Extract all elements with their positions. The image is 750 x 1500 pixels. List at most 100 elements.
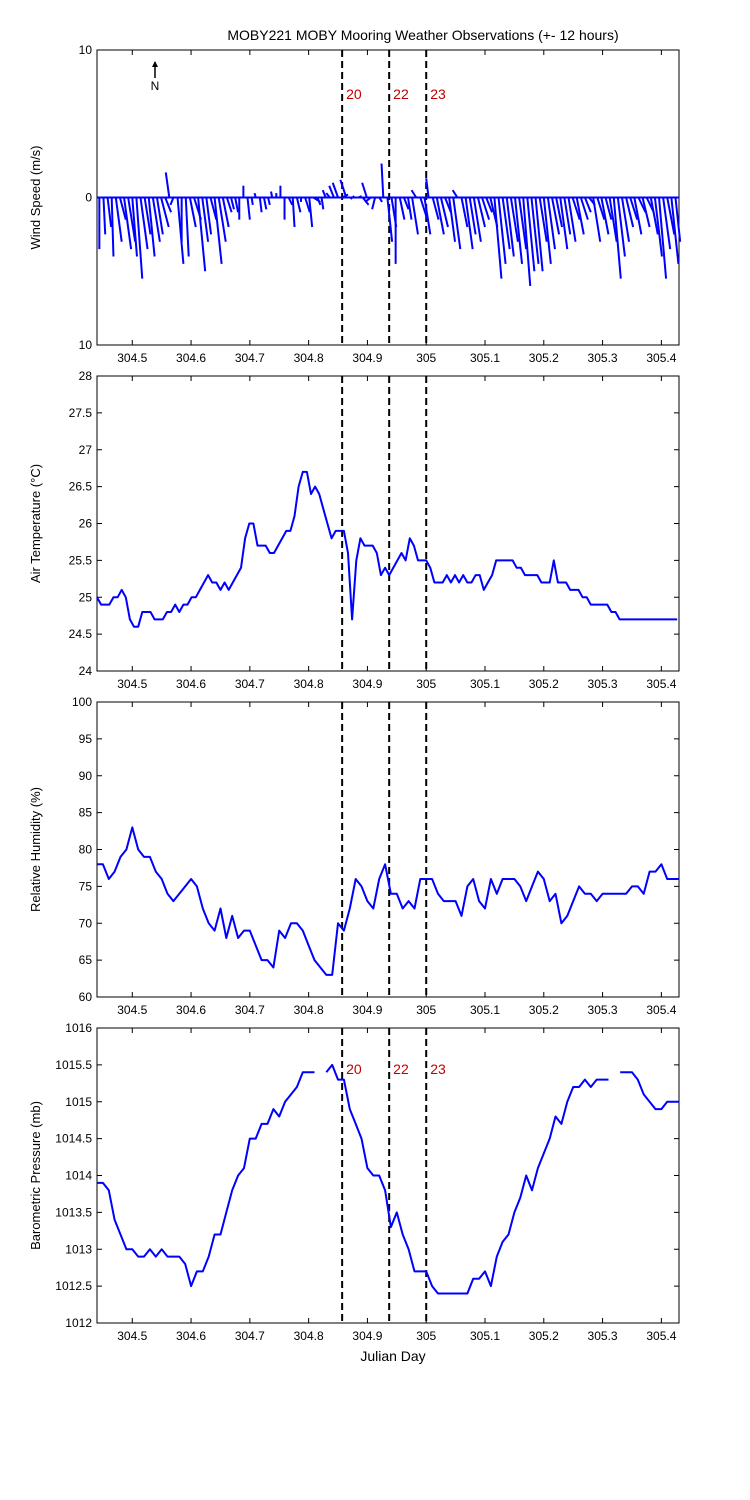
x-tick-label: 304.9 xyxy=(352,1003,382,1017)
wind-stick xyxy=(410,189,418,199)
y-tick-label: 1015.5 xyxy=(55,1058,92,1072)
wind-stick xyxy=(308,197,314,228)
y-axis-label: Barometric Pressure (mb) xyxy=(28,1101,43,1250)
wind-stick xyxy=(143,197,152,235)
y-tick-label: 75 xyxy=(79,879,93,893)
north-label: N xyxy=(151,79,160,93)
wind-stick xyxy=(352,195,356,199)
wind-stick xyxy=(620,197,631,242)
wind-stick xyxy=(423,197,432,235)
panel-4: 1012 1012.5 1013 1013.5 1014 1014.5 1015 1015.5… xyxy=(28,1021,680,1343)
y-tick-label: 10 xyxy=(79,338,93,352)
x-tick-label: 305.3 xyxy=(588,1003,618,1017)
wind-stick xyxy=(114,197,123,242)
wind-stick xyxy=(398,197,406,220)
event-label: 23 xyxy=(430,1061,446,1077)
x-tick-label: 305 xyxy=(416,1003,436,1017)
wind-stick xyxy=(538,197,548,242)
wind-stick xyxy=(505,197,515,257)
wind-stick xyxy=(250,197,254,206)
y-tick-label: 100 xyxy=(72,695,92,709)
event-label: 23 xyxy=(430,86,446,102)
x-tick-label: 304.6 xyxy=(176,351,206,365)
x-tick-label: 304.5 xyxy=(117,1329,147,1343)
x-tick-label: 305.2 xyxy=(529,351,559,365)
wind-stick xyxy=(579,197,589,220)
y-axis-label: Wind Speed (m/s) xyxy=(28,145,43,249)
wind-stick xyxy=(604,197,613,220)
y-tick-label: 27.5 xyxy=(69,406,93,420)
wind-stick xyxy=(526,197,536,272)
wind-stick xyxy=(649,197,659,235)
x-tick-label: 305.3 xyxy=(588,677,618,691)
y-tick-label: 27 xyxy=(79,443,93,457)
x-tick-label: 305.2 xyxy=(529,1329,559,1343)
y-tick-label: 24 xyxy=(79,664,93,678)
y-tick-label: 80 xyxy=(79,843,93,857)
panel-2: 24 24.5 25 25.5 26 26.5 27 27.5 28 304.5 304.6 304.… xyxy=(28,369,680,691)
figure-title: MOBY221 MOBY Mooring Weather Observation… xyxy=(227,27,618,43)
wind-stick xyxy=(584,197,592,213)
wind-stick xyxy=(411,197,419,235)
wind-stick xyxy=(151,197,161,242)
wind-stick xyxy=(563,197,572,235)
wind-stick xyxy=(555,197,563,228)
wind-stick xyxy=(402,197,410,210)
y-tick-label: 1016 xyxy=(65,1021,92,1035)
wind-stick xyxy=(518,197,528,250)
x-tick-label: 304.8 xyxy=(294,1329,324,1343)
x-tick-label: 305.1 xyxy=(470,1003,500,1017)
wind-stick xyxy=(431,197,440,220)
wind-stick xyxy=(253,192,257,198)
wind-stick xyxy=(542,197,552,264)
wind-stick xyxy=(448,197,457,242)
wind-stick xyxy=(127,197,137,242)
y-tick-label: 60 xyxy=(79,990,93,1004)
x-tick-label: 304.5 xyxy=(117,1003,147,1017)
event-label: 20 xyxy=(346,1061,362,1077)
wind-stick xyxy=(596,197,606,220)
north-arrow-head xyxy=(152,61,158,67)
wind-stick xyxy=(439,197,449,228)
wind-stick xyxy=(258,197,263,213)
wind-stick xyxy=(522,197,532,287)
wind-stick xyxy=(425,178,430,198)
y-axis-label: Air Temperature (°C) xyxy=(28,464,43,583)
x-tick-label: 305.2 xyxy=(529,1003,559,1017)
x-tick-label: 304.8 xyxy=(294,677,324,691)
x-tick-label: 304.8 xyxy=(294,1003,324,1017)
wind-stick xyxy=(641,197,651,228)
wind-stick xyxy=(451,189,459,199)
wind-stick xyxy=(295,197,302,213)
series-line xyxy=(96,470,678,628)
wind-stick xyxy=(270,191,274,198)
wind-stick xyxy=(110,197,115,257)
wind-stick xyxy=(287,197,294,206)
x-tick-label: 305.3 xyxy=(588,351,618,365)
x-tick-label: 305 xyxy=(416,1329,436,1343)
wind-stick xyxy=(485,197,493,213)
x-tick-label: 305 xyxy=(416,677,436,691)
wind-stick xyxy=(139,197,149,250)
y-tick-label: 1012.5 xyxy=(55,1279,92,1293)
wind-stick xyxy=(164,197,173,213)
y-tick-label: 95 xyxy=(79,732,93,746)
wind-stick xyxy=(221,197,230,228)
x-tick-label: 304.7 xyxy=(235,677,265,691)
wind-stick xyxy=(155,197,164,235)
y-tick-label: 26 xyxy=(79,517,93,531)
wind-stick xyxy=(534,197,544,272)
wind-stick xyxy=(225,197,233,213)
x-tick-label: 304.8 xyxy=(294,351,324,365)
wind-stick xyxy=(160,197,170,228)
wind-stick xyxy=(320,197,325,210)
x-tick-label: 305.4 xyxy=(646,1329,676,1343)
wind-stick xyxy=(321,189,327,198)
x-tick-label: 304.7 xyxy=(235,351,265,365)
wind-stick xyxy=(378,196,383,203)
series-line xyxy=(325,1063,609,1295)
y-tick-label: 26.5 xyxy=(69,480,93,494)
wind-stick xyxy=(468,197,477,235)
wind-stick xyxy=(481,197,491,220)
wind-stick xyxy=(662,197,672,250)
